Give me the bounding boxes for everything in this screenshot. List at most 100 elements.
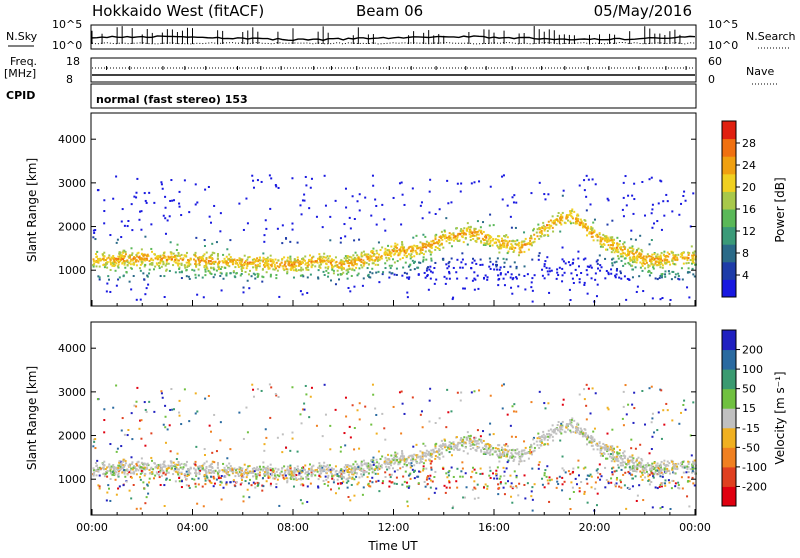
power-cell [482, 221, 484, 223]
velocity-cell [266, 480, 268, 482]
power-cell [344, 257, 346, 259]
velocity-cell [490, 395, 492, 397]
power-cell [258, 259, 260, 261]
power-cell [610, 268, 612, 270]
power-cell [265, 219, 267, 221]
power-cell [512, 196, 514, 198]
power-cell [389, 265, 391, 267]
velocity-cell [297, 465, 299, 467]
power-cell [516, 239, 518, 241]
power-cell [410, 253, 412, 255]
velocity-cell [668, 462, 670, 464]
power-cell [642, 265, 644, 267]
velocity-cell [452, 441, 454, 443]
velocity-cell [668, 482, 670, 484]
velocity-cell [583, 493, 585, 495]
power-cell [143, 279, 145, 281]
velocity-cell [195, 392, 197, 394]
velocity-cell [453, 446, 455, 448]
power-cell [242, 267, 244, 269]
velocity-cell [106, 499, 108, 501]
power-cell [563, 190, 565, 192]
velocity-cell [304, 472, 306, 474]
power-cell [490, 186, 492, 188]
power-cell [323, 253, 325, 255]
velocity-cell [597, 493, 599, 495]
power-cell [117, 265, 119, 267]
velocity-cell [285, 447, 287, 449]
power-cell [175, 271, 177, 273]
velocity-cell [271, 473, 273, 475]
velocity-cell [510, 425, 512, 427]
power-cell [521, 246, 523, 248]
power-cell [688, 262, 690, 264]
power-cell [281, 242, 283, 244]
power-cell [156, 255, 158, 257]
velocity-cell [432, 481, 434, 483]
velocity-cell [102, 467, 104, 469]
power-cell [525, 238, 527, 240]
velocity-cell [658, 473, 660, 475]
colorbar-segment [722, 262, 736, 280]
velocity-cell [665, 403, 667, 405]
velocity-cell [216, 479, 218, 481]
power-cell [573, 282, 575, 284]
velocity-cell [577, 429, 579, 431]
velocity-cell [513, 410, 515, 412]
power-cell [611, 262, 613, 264]
velocity-cell [211, 452, 213, 454]
power-cell [381, 246, 383, 248]
power-cell [270, 275, 272, 277]
power-cell [621, 255, 623, 257]
power-cell [367, 267, 369, 269]
power-cell [359, 193, 361, 195]
velocity-cell [617, 453, 619, 455]
velocity-cell [412, 446, 414, 448]
velocity-cell [337, 479, 339, 481]
power-cell [592, 178, 594, 180]
velocity-cell [261, 390, 263, 392]
velocity-cell [590, 474, 592, 476]
velocity-cell [338, 487, 340, 489]
velocity-cell [577, 422, 579, 424]
velocity-cell [221, 475, 223, 477]
power-cell [399, 248, 401, 250]
velocity-cell [514, 449, 516, 451]
velocity-cell [462, 476, 464, 478]
velocity-cell [665, 471, 667, 473]
velocity-cell [184, 476, 186, 478]
power-cell [208, 257, 210, 259]
velocity-cell [674, 485, 676, 487]
power-cell [100, 259, 102, 261]
power-cell [477, 220, 479, 222]
velocity-cell [605, 458, 607, 460]
power-cell [599, 254, 601, 256]
velocity-cell [323, 465, 325, 467]
velocity-cell [253, 396, 255, 398]
power-cell [385, 267, 387, 269]
power-cell [117, 256, 119, 258]
power-cell [161, 266, 163, 268]
velocity-cell [386, 469, 388, 471]
velocity-cell [118, 472, 120, 474]
power-cell [585, 223, 587, 225]
velocity-cell [424, 481, 426, 483]
power-cell [687, 272, 689, 274]
power-cell [452, 232, 454, 234]
velocity-cell [470, 476, 472, 478]
velocity-cell [422, 426, 424, 428]
power-cell [388, 258, 390, 260]
power-cell [252, 259, 254, 261]
power-cell [397, 254, 399, 256]
velocity-cell [210, 469, 212, 471]
velocity-cell [394, 470, 396, 472]
power-cell [614, 275, 616, 277]
velocity-cell [642, 499, 644, 501]
velocity-cell [560, 432, 562, 434]
power-cell [369, 271, 371, 273]
velocity-cell [616, 470, 618, 472]
power-cell [518, 251, 520, 253]
velocity-cell [261, 490, 263, 492]
velocity-cell [336, 473, 338, 475]
